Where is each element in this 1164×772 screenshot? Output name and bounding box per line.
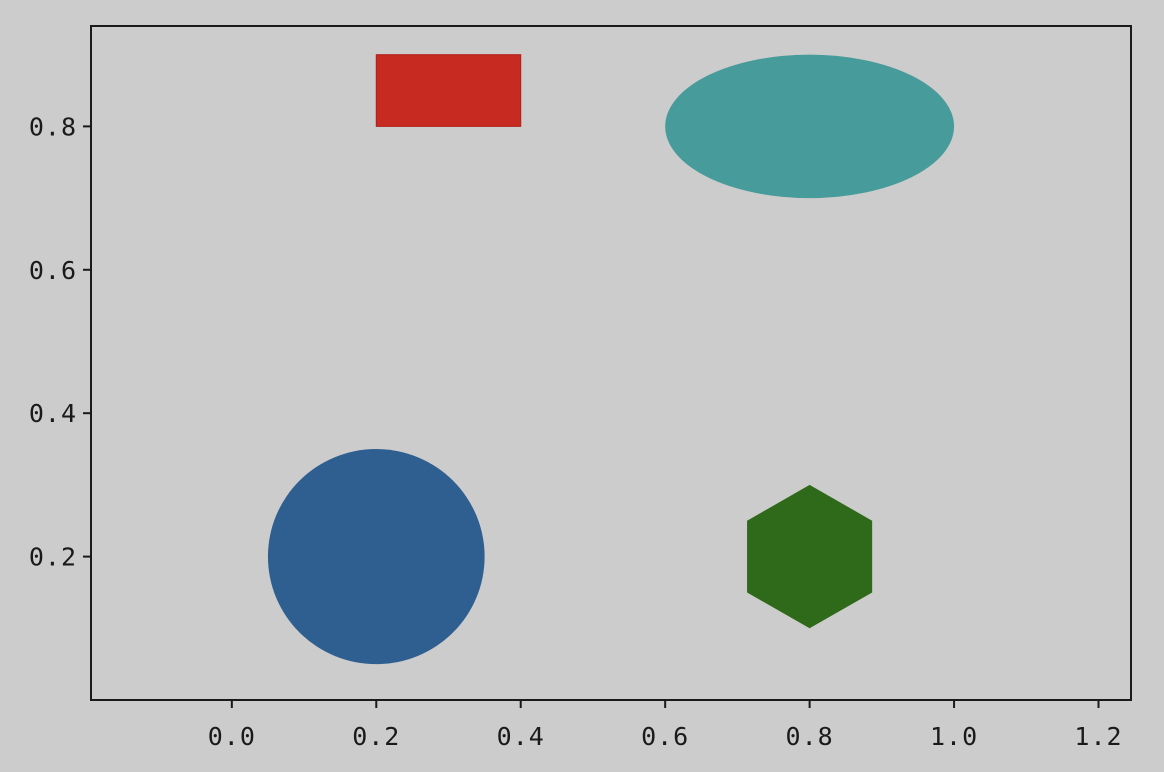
x-tick-label: 0.0 [208,722,256,751]
y-tick-label: 0.4 [29,399,77,428]
shape-circle [267,449,485,665]
x-tick-label: 0.6 [641,722,689,751]
shape-ellipse [665,54,955,199]
axes-frame [90,25,1132,701]
y-tick-label: 0.8 [29,112,77,141]
x-tick-label: 0.2 [352,722,400,751]
y-tick-label: 0.6 [29,256,77,285]
x-tick-label: 1.0 [930,722,978,751]
tick-layer: 0.0 0.2 0.4 0.6 0.8 1.0 1.2 0.2 0.4 0.6 0.8 [29,112,1122,751]
x-tick-label: 0.4 [497,722,545,751]
x-tick-label: 0.8 [786,722,834,751]
shape-rectangle [375,54,522,127]
shape-hexagon [747,484,873,629]
y-tick-label: 0.2 [29,543,77,572]
shapes-layer [267,54,955,665]
x-tick-label: 1.2 [1074,722,1122,751]
